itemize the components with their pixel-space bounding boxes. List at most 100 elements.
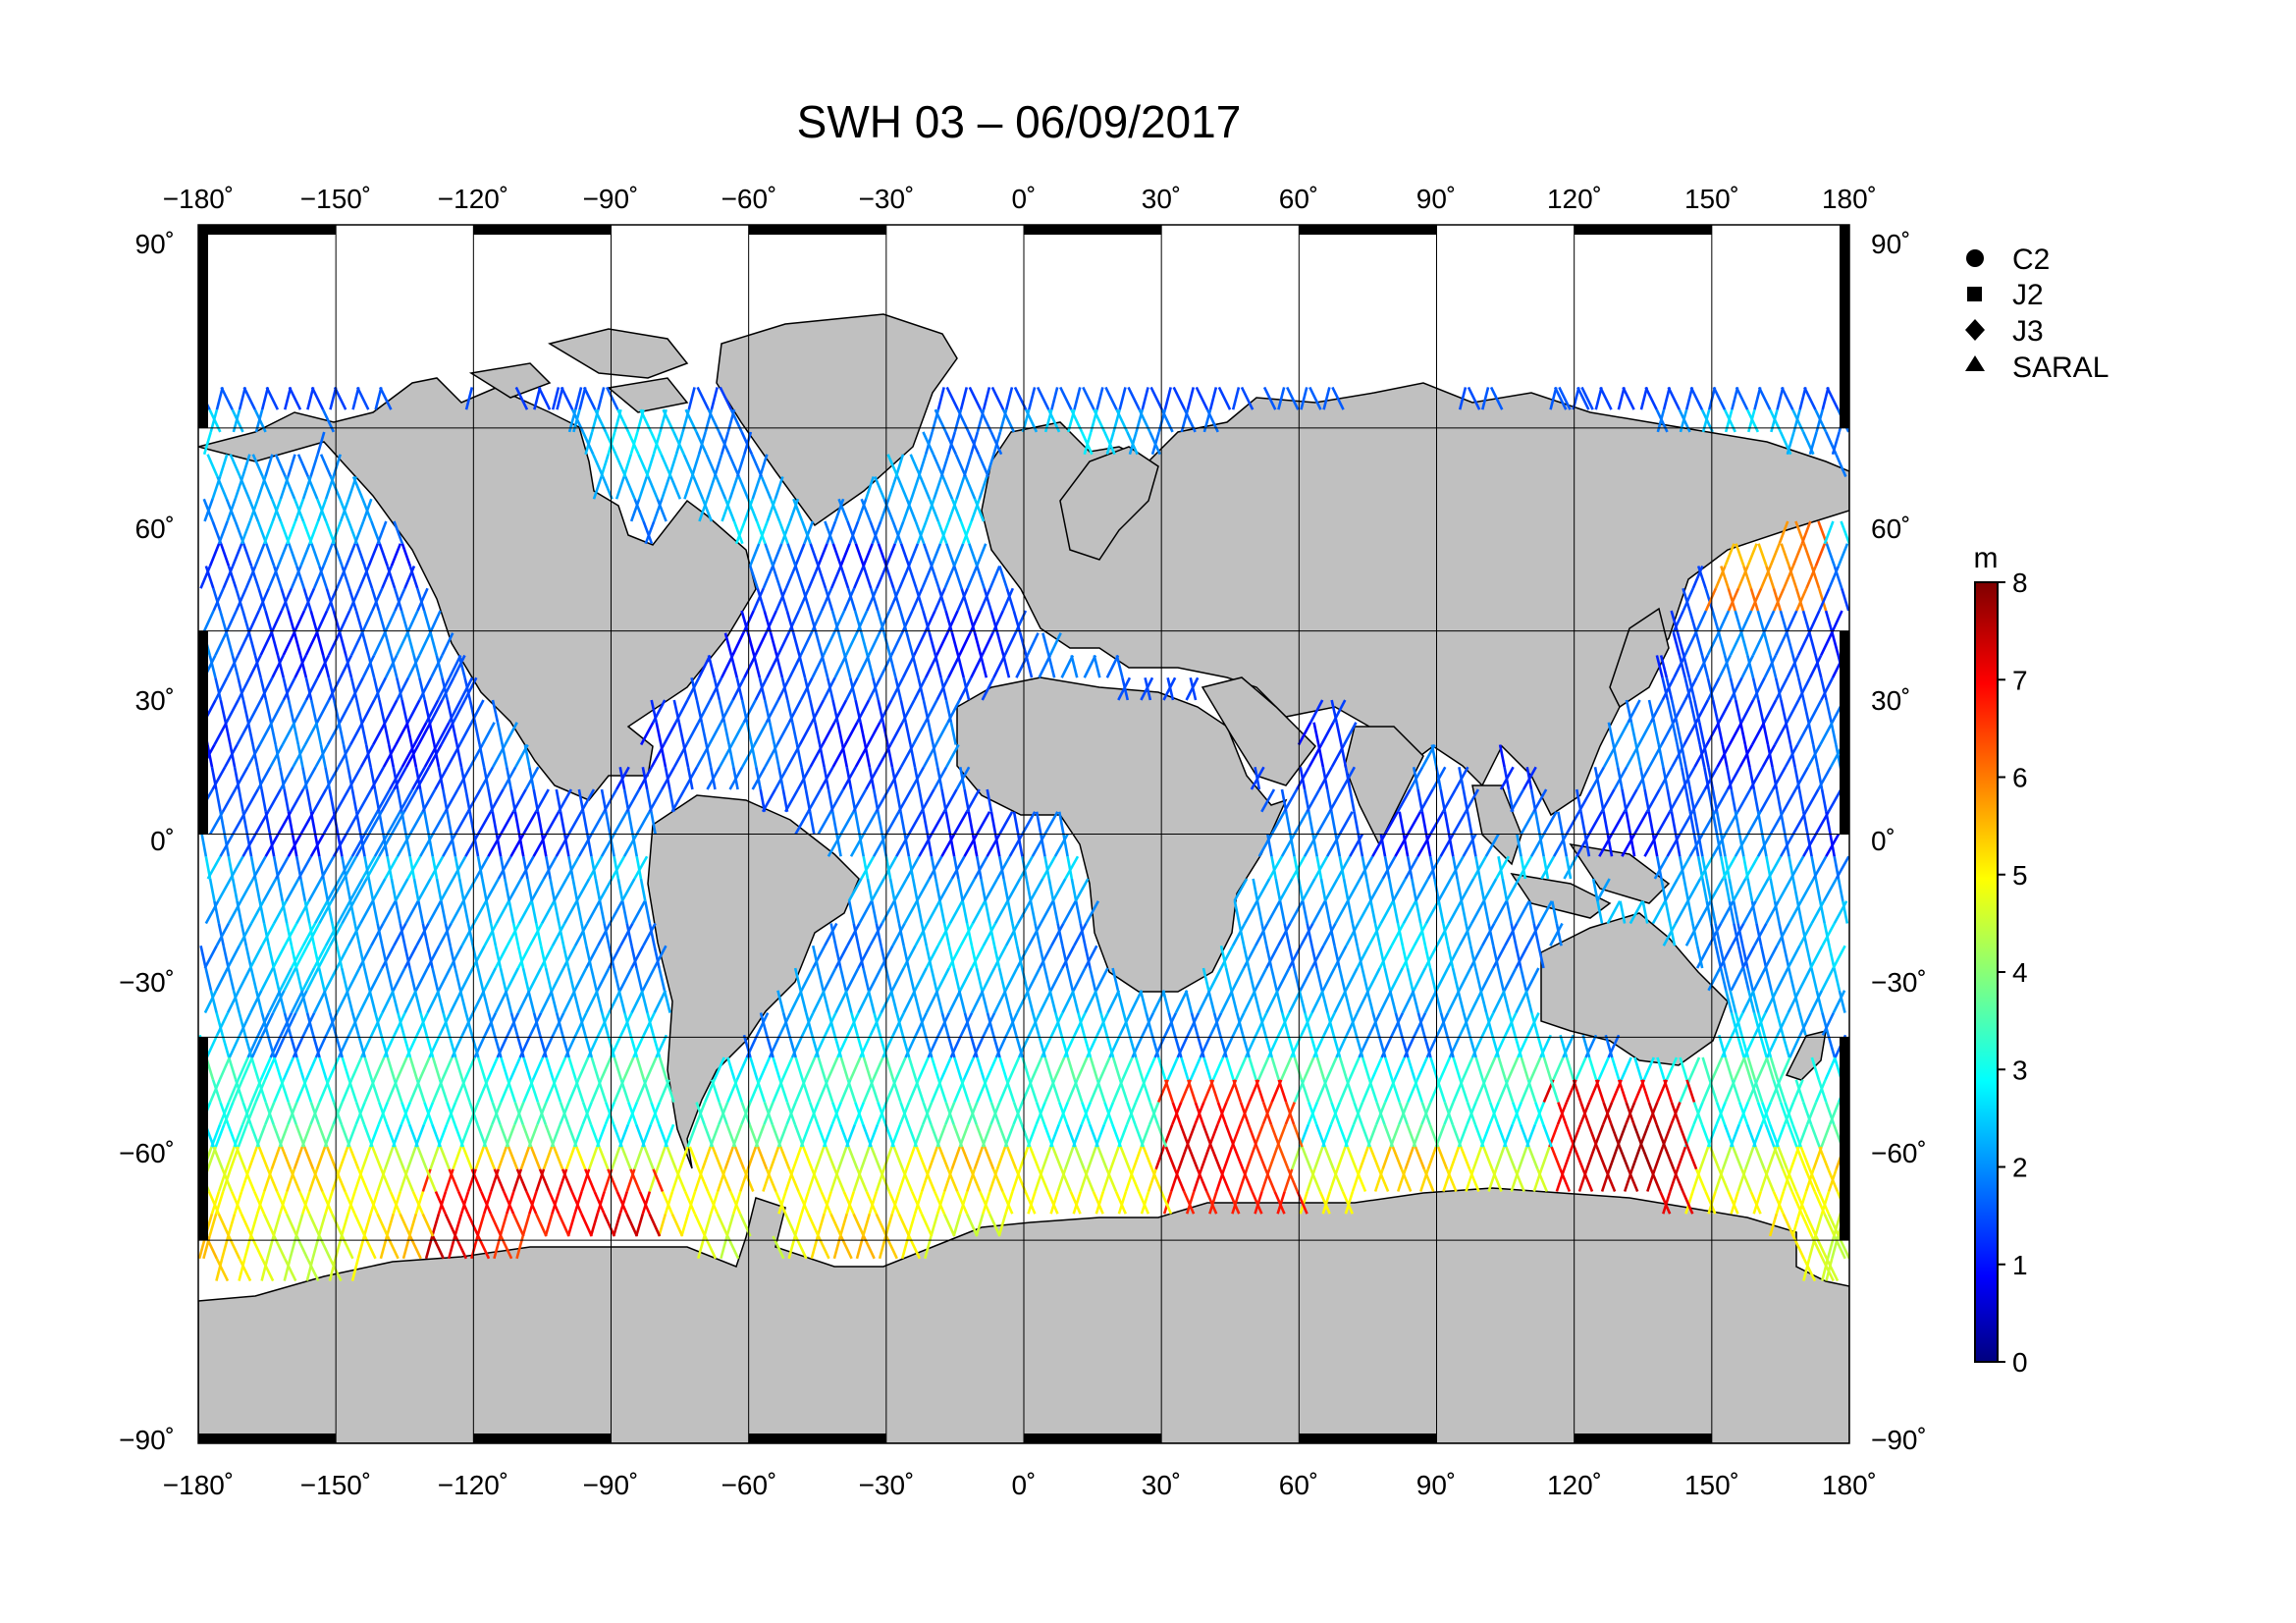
swh-track-segment — [1083, 1168, 1095, 1193]
swh-track-segment — [1048, 990, 1057, 1013]
swh-track-segment — [1814, 811, 1830, 836]
swh-track-segment — [962, 1056, 976, 1081]
lon-tick-bottom: 150˚ — [1684, 1470, 1739, 1500]
swh-track-segment — [1653, 855, 1669, 880]
swh-track-segment — [912, 722, 927, 746]
swh-track-segment — [484, 1079, 494, 1103]
swh-track-segment — [1356, 945, 1363, 969]
swh-track-segment — [934, 990, 944, 1013]
colorbar-tick-label: 5 — [2012, 860, 2028, 891]
swh-track-segment — [549, 878, 557, 901]
swh-track-segment — [1416, 1012, 1426, 1036]
swh-track-segment — [462, 900, 470, 924]
swh-track-segment — [517, 900, 533, 925]
swh-track-segment — [731, 632, 745, 657]
swh-track-segment — [341, 1056, 350, 1081]
swh-track-segment — [1701, 1056, 1711, 1081]
swh-track-segment — [1656, 811, 1672, 836]
swh-track-segment — [1383, 811, 1399, 836]
swh-track-segment — [438, 922, 453, 947]
swh-track-segment — [703, 1213, 713, 1237]
swh-track-segment — [411, 1191, 424, 1215]
swh-track-segment — [698, 498, 709, 522]
swh-track-segment — [784, 565, 797, 589]
swh-track-segment — [952, 1213, 962, 1237]
swh-track-segment — [1401, 945, 1410, 969]
swh-track-segment — [966, 565, 979, 589]
swh-track-segment — [895, 833, 911, 857]
swh-track-segment — [1763, 1034, 1773, 1058]
swh-track-segment — [246, 722, 254, 745]
swh-track-segment — [537, 386, 552, 410]
swh-track-segment — [441, 632, 454, 657]
swh-track-segment — [1638, 767, 1646, 790]
swh-track-segment — [884, 543, 897, 567]
swh-track-segment — [295, 1056, 305, 1081]
swh-track-segment — [394, 1146, 405, 1170]
swh-track-segment — [330, 878, 346, 902]
swh-track-segment — [505, 1191, 515, 1215]
swh-track-segment — [963, 788, 971, 812]
triangle-marker-icon — [1965, 355, 1985, 371]
swh-track-segment — [318, 900, 333, 925]
swh-track-segment — [1685, 1079, 1696, 1103]
colorbar-gradient — [1974, 581, 1999, 1363]
swh-track-segment — [277, 990, 287, 1013]
swh-track-segment — [1070, 655, 1079, 678]
swh-track-segment — [977, 454, 990, 477]
swh-track-segment — [1051, 1146, 1063, 1170]
swh-track-segment — [1678, 655, 1686, 678]
swh-track-segment — [993, 834, 1001, 857]
swh-track-segment — [288, 543, 298, 567]
swh-track-segment — [369, 1191, 379, 1215]
swh-track-segment — [1698, 855, 1714, 880]
swh-track-segment — [1325, 788, 1333, 812]
swh-track-segment — [633, 1146, 644, 1170]
swh-track-segment — [1079, 923, 1087, 947]
frame-bar-top — [1299, 225, 1437, 235]
swh-track-segment — [535, 1213, 548, 1237]
swh-track-segment — [390, 878, 398, 901]
swh-track-segment — [358, 990, 372, 1014]
swh-track-segment — [861, 1123, 873, 1148]
swh-track-segment — [1505, 1146, 1517, 1170]
swh-track-segment — [1529, 788, 1537, 812]
swh-track-segment — [975, 1123, 987, 1148]
swh-track-segment — [1218, 1034, 1228, 1058]
swh-track-segment — [1254, 1191, 1263, 1215]
swh-track-segment — [1798, 1011, 1812, 1036]
swh-track-segment — [1401, 945, 1415, 969]
swh-track-segment — [589, 1123, 601, 1148]
swh-track-segment — [1220, 990, 1234, 1014]
swh-track-segment — [647, 475, 659, 500]
swh-track-segment — [922, 811, 930, 835]
swh-track-segment — [299, 543, 311, 567]
swh-track-segment — [860, 1146, 871, 1170]
swh-track-segment — [1503, 922, 1519, 947]
swh-track-segment — [1270, 967, 1278, 992]
swh-track-segment — [1692, 811, 1700, 835]
swh-track-segment — [265, 386, 280, 410]
swh-track-segment — [1587, 1123, 1599, 1148]
swh-track-segment — [332, 454, 342, 477]
swh-track-segment — [1542, 1056, 1553, 1081]
swh-track-segment — [940, 1012, 950, 1036]
swh-track-segment — [1072, 1191, 1083, 1215]
swh-track-segment — [868, 967, 882, 992]
swh-track-segment — [800, 767, 808, 790]
swh-track-segment — [352, 878, 368, 902]
swh-track-segment — [304, 676, 319, 701]
swh-track-segment — [1029, 1146, 1041, 1170]
swh-track-segment — [350, 1258, 360, 1281]
swh-track-segment — [1750, 722, 1766, 746]
swh-track-segment — [297, 855, 313, 880]
swh-track-segment — [345, 811, 360, 836]
swh-track-segment — [809, 699, 817, 724]
swh-track-segment — [1111, 1123, 1122, 1148]
swh-track-segment — [561, 1168, 573, 1193]
swh-track-segment — [1744, 855, 1760, 880]
swh-track-segment — [311, 1168, 324, 1193]
swh-track-segment — [1752, 1012, 1762, 1036]
lat-tick-right: 0˚ — [1871, 826, 1896, 856]
swh-track-segment — [455, 744, 463, 768]
